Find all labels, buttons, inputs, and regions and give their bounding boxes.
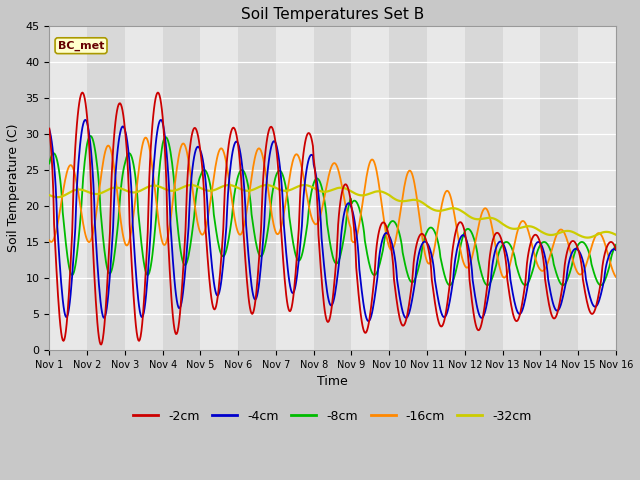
Bar — [465, 26, 502, 350]
-32cm — [170, 188, 177, 193]
Bar — [238, 26, 276, 350]
-16cm — [45, 238, 53, 243]
-4cm — [562, 282, 570, 288]
-16cm — [141, 135, 149, 141]
Bar — [163, 26, 200, 350]
-8cm — [522, 282, 529, 288]
Bar — [276, 26, 314, 350]
-32cm — [195, 184, 203, 190]
-32cm — [436, 208, 444, 214]
Bar — [389, 26, 427, 350]
Line: -32cm: -32cm — [49, 185, 616, 238]
-16cm — [436, 214, 444, 220]
Bar — [49, 26, 87, 350]
-8cm — [45, 161, 53, 167]
-4cm — [82, 117, 90, 123]
-8cm — [195, 178, 203, 183]
Legend: -2cm, -4cm, -8cm, -16cm, -32cm: -2cm, -4cm, -8cm, -16cm, -32cm — [129, 405, 537, 428]
-2cm — [196, 143, 204, 148]
-4cm — [195, 144, 203, 150]
-8cm — [612, 242, 620, 248]
-32cm — [187, 182, 195, 188]
-32cm — [612, 232, 620, 238]
X-axis label: Time: Time — [317, 375, 348, 388]
-2cm — [172, 330, 179, 336]
-8cm — [436, 248, 444, 253]
Bar — [578, 26, 616, 350]
-2cm — [436, 323, 444, 329]
-4cm — [381, 231, 388, 237]
Y-axis label: Soil Temperature (C): Soil Temperature (C) — [7, 124, 20, 252]
Text: BC_met: BC_met — [58, 41, 104, 51]
Bar — [540, 26, 578, 350]
-2cm — [612, 246, 620, 252]
-2cm — [79, 90, 86, 96]
-32cm — [45, 192, 53, 198]
Bar — [87, 26, 125, 350]
Bar — [200, 26, 238, 350]
-8cm — [562, 280, 570, 286]
-32cm — [325, 188, 333, 194]
Bar — [502, 26, 540, 350]
Line: -16cm: -16cm — [49, 138, 616, 277]
-2cm — [381, 220, 388, 226]
Bar — [427, 26, 465, 350]
-32cm — [561, 228, 568, 234]
Title: Soil Temperatures Set B: Soil Temperatures Set B — [241, 7, 424, 22]
-2cm — [326, 317, 333, 323]
-4cm — [612, 247, 620, 253]
-16cm — [325, 173, 333, 179]
-2cm — [97, 342, 105, 348]
-16cm — [612, 274, 620, 280]
-4cm — [45, 127, 53, 132]
-8cm — [325, 232, 333, 238]
Bar — [351, 26, 389, 350]
-8cm — [86, 133, 94, 139]
Line: -8cm: -8cm — [49, 136, 616, 285]
-4cm — [171, 277, 179, 283]
-2cm — [45, 126, 53, 132]
-4cm — [436, 307, 444, 312]
-4cm — [365, 318, 372, 324]
Bar — [314, 26, 351, 350]
Bar — [125, 26, 163, 350]
-8cm — [380, 242, 388, 248]
-4cm — [325, 297, 333, 303]
Line: -2cm: -2cm — [49, 93, 616, 345]
-32cm — [584, 235, 591, 240]
-8cm — [171, 182, 179, 188]
-16cm — [171, 185, 179, 191]
Line: -4cm: -4cm — [49, 120, 616, 321]
-16cm — [195, 225, 203, 231]
-32cm — [380, 190, 388, 195]
-2cm — [562, 257, 570, 263]
-16cm — [562, 233, 570, 239]
-16cm — [500, 275, 508, 280]
-16cm — [380, 216, 388, 222]
